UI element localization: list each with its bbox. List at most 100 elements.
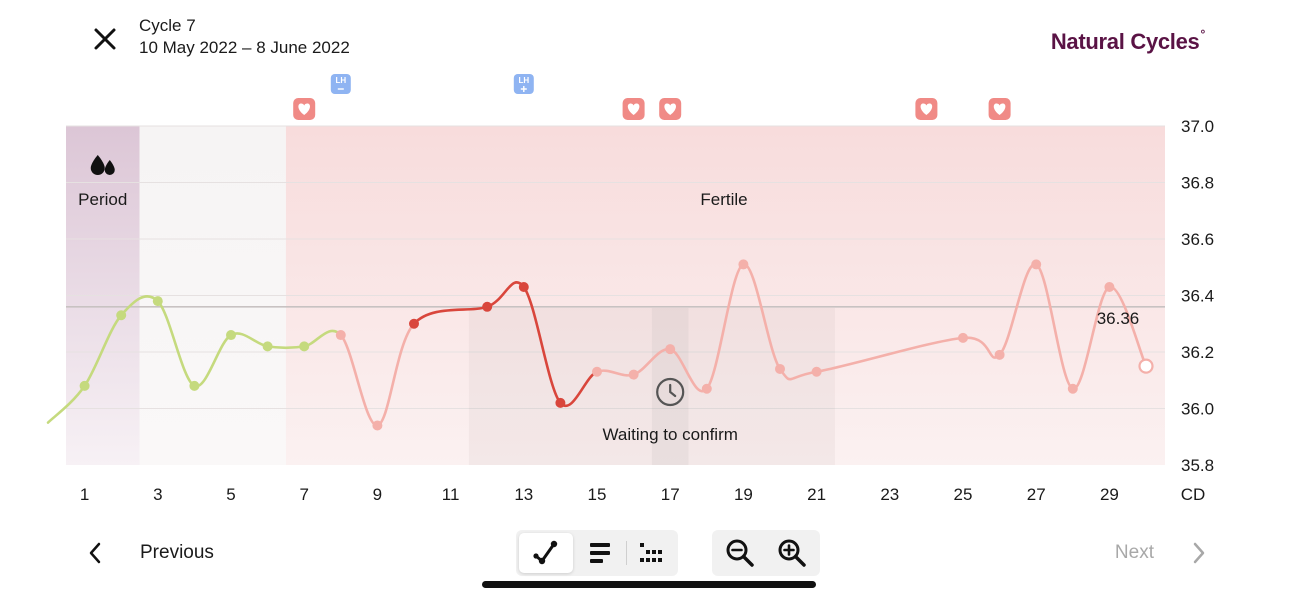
next-cycle-button[interactable]: Next <box>1115 535 1206 571</box>
temperature-point <box>299 341 310 352</box>
fertile-label: Fertile <box>700 190 747 209</box>
x-tick-label: 19 <box>734 485 753 504</box>
view-switcher <box>516 530 678 576</box>
temperature-point <box>226 330 236 341</box>
chevron-right-icon <box>1193 542 1205 564</box>
temperature-point <box>811 366 822 377</box>
temperature-point <box>1031 259 1042 270</box>
x-tick-label: 27 <box>1027 485 1046 504</box>
zoom-out-icon <box>726 539 754 567</box>
x-tick-label: 25 <box>954 485 973 504</box>
dots-grid-icon <box>640 543 662 562</box>
temperature-point <box>701 383 712 394</box>
temperature-point <box>372 420 383 431</box>
y-tick-label: 36.2 <box>1181 343 1214 362</box>
heart-icon <box>988 98 1011 120</box>
temperature-line-segment <box>412 305 489 326</box>
y-tick-label: 36.4 <box>1181 287 1214 306</box>
x-tick-label: 15 <box>588 485 607 504</box>
temperature-point <box>958 332 968 343</box>
x-tick-label: 21 <box>807 485 826 504</box>
svg-text:LH: LH <box>335 76 346 85</box>
blood-drops-icon <box>90 155 115 175</box>
temperature-line-segment <box>705 263 745 391</box>
temperature-point <box>665 344 676 355</box>
temperature-point <box>1067 383 1078 394</box>
temperature-point <box>262 341 273 352</box>
temperature-line-segment <box>1034 263 1075 391</box>
waiting-label: Waiting to confirm <box>602 425 737 444</box>
heart-icon <box>293 98 316 120</box>
list-icon <box>590 543 610 563</box>
list-view-button[interactable] <box>573 533 627 573</box>
temperature-point <box>518 282 529 293</box>
brand-logo: Natural Cycles° <box>1050 27 1205 54</box>
x-tick-label: 17 <box>661 485 680 504</box>
clock-icon <box>656 377 685 407</box>
close-icon <box>94 28 116 50</box>
temperature-point-today <box>1138 358 1154 374</box>
temperature-point <box>335 330 346 341</box>
temperature-line-segment <box>46 384 86 424</box>
x-tick-label: 7 <box>299 485 308 504</box>
temperature-point <box>409 318 419 329</box>
lh-positive-icon: LH <box>513 74 534 94</box>
temperature-line-segment <box>815 336 965 374</box>
x-axis-label: CD <box>1181 485 1206 504</box>
chevron-left-icon <box>89 542 101 564</box>
next-label: Next <box>1114 542 1154 563</box>
y-tick-label: 36.8 <box>1181 174 1214 193</box>
temperature-line-segment <box>522 285 562 405</box>
temperature-point <box>775 363 785 374</box>
previous-label: Previous <box>140 542 214 563</box>
y-tick-label: 37.0 <box>1181 117 1214 136</box>
waiting-band <box>468 308 835 465</box>
temperature-point <box>79 380 90 391</box>
x-tick-label: 13 <box>514 485 533 504</box>
zoom-controls <box>712 530 820 576</box>
temperature-line-segment <box>266 345 306 350</box>
temperature-point <box>1104 282 1115 293</box>
cover-line-label: 36.36 <box>1097 309 1140 328</box>
x-tick-label: 9 <box>373 485 382 504</box>
zoom-out-button[interactable] <box>714 533 766 573</box>
y-tick-label: 36.0 <box>1181 400 1214 419</box>
x-tick-label: 3 <box>153 485 162 504</box>
cycle-title: Cycle 7 <box>139 16 196 35</box>
temperature-chart: Waiting to confirm LH LH 37.0 36.8 36.6 36.4… <box>46 74 1214 504</box>
bottom-navigation: Previous <box>0 525 1298 581</box>
temperature-point <box>189 380 200 391</box>
graph-view-button[interactable] <box>519 533 573 573</box>
svg-text:LH: LH <box>518 76 529 85</box>
temperature-point <box>628 369 639 380</box>
temperature-point <box>116 310 127 321</box>
temperature-point <box>592 366 602 377</box>
x-tick-label: 11 <box>442 485 460 504</box>
home-indicator <box>482 581 816 588</box>
close-button[interactable] <box>92 26 118 52</box>
comparison-view-button[interactable] <box>627 533 675 573</box>
temperature-line-segment <box>83 313 123 388</box>
line-graph-icon <box>533 540 558 565</box>
period-label: Period <box>78 190 127 209</box>
y-tick-label: 35.8 <box>1181 456 1214 475</box>
x-tick-label: 23 <box>880 485 899 504</box>
lh-negative-icon: LH <box>330 74 351 94</box>
heart-icon <box>915 98 938 120</box>
segment-divider <box>626 541 627 565</box>
heart-icon <box>659 98 682 120</box>
temperature-point <box>555 397 566 408</box>
x-tick-label: 1 <box>80 485 89 504</box>
cycle-dates: 10 May 2022 – 8 June 2022 <box>139 38 350 57</box>
x-tick-label: 5 <box>226 485 235 504</box>
previous-cycle-button[interactable]: Previous <box>88 535 214 571</box>
zoom-in-button[interactable] <box>766 533 818 573</box>
zoom-in-icon <box>778 539 806 567</box>
x-tick-label: 29 <box>1100 485 1119 504</box>
temperature-point <box>738 259 749 270</box>
temperature-point <box>152 296 163 307</box>
heart-icon <box>622 98 645 120</box>
temperature-point <box>994 349 1005 360</box>
temperature-line-segment <box>778 367 818 381</box>
temperature-point <box>482 301 493 312</box>
